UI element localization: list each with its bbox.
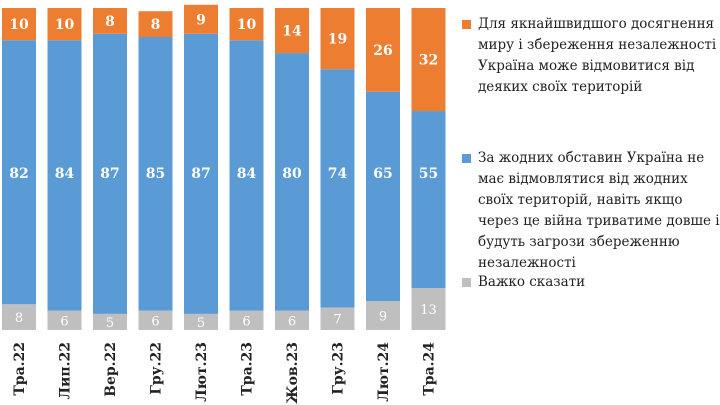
- data-label: 6: [242, 314, 250, 329]
- bar-segment: [366, 91, 400, 302]
- x-tick-label: Тра.24: [422, 342, 438, 396]
- data-label: 5: [197, 316, 205, 331]
- legend-item: Важко сказати: [462, 272, 585, 293]
- legend-swatch: [462, 20, 471, 29]
- bar-group: 5 87 8: [93, 8, 127, 331]
- data-label: 7: [333, 313, 341, 328]
- data-label: 26: [373, 43, 392, 59]
- data-label: 10: [55, 17, 75, 33]
- data-label: 6: [60, 314, 68, 329]
- x-tick-label: Лют.23: [194, 342, 210, 402]
- legend-label-line: має відмовлятися від жодних: [478, 171, 688, 187]
- data-label: 10: [9, 17, 29, 33]
- data-label: 8: [105, 14, 115, 30]
- bar-group: 6 84 10: [47, 8, 82, 330]
- bar-segment: [275, 53, 309, 311]
- bar-segment: [93, 33, 127, 314]
- bar-segment: [138, 11, 173, 37]
- data-label: 8: [15, 311, 23, 326]
- bar-segment: [184, 313, 218, 330]
- bar-group: 6 85 8: [138, 11, 173, 330]
- legend-label-line: Україна може відмовитися від: [478, 58, 695, 74]
- data-label: 74: [328, 166, 348, 182]
- data-label: 80: [282, 166, 302, 182]
- bar-segment: [138, 310, 173, 330]
- x-tick-label: Тра.23: [240, 342, 256, 396]
- bar-group: 8 82 10: [2, 8, 36, 330]
- legend-swatch: [462, 278, 471, 287]
- x-tick-label: Тра.22: [12, 342, 28, 396]
- x-tick-label: Вер.22: [103, 342, 119, 397]
- legend-item: Для якнайшвидшого досягнення миру і збере…: [462, 14, 716, 98]
- legend-label-line: деяких своїх територій: [478, 79, 643, 95]
- legend-label-line: своїх територій, навіть якщо: [478, 192, 683, 208]
- bar-group: 6 80 14: [275, 8, 309, 330]
- bar-segment: [93, 8, 127, 34]
- data-label: 13: [420, 303, 437, 318]
- bar-segment: [320, 307, 355, 330]
- bar-segment: [366, 301, 400, 330]
- bar-segment: [2, 40, 36, 305]
- bar-segment: [411, 288, 446, 330]
- legend-label-line: незалежності: [478, 255, 576, 271]
- bar-segment: [93, 313, 127, 330]
- bar-segment: [411, 111, 446, 289]
- bar-segment: [411, 8, 446, 112]
- bar-group: 13 55 32: [411, 8, 446, 330]
- x-tick-label: Лют.24: [376, 342, 392, 402]
- data-label: 65: [373, 166, 392, 182]
- data-label: 55: [419, 166, 438, 182]
- data-label: 10: [237, 17, 257, 33]
- x-tick-label: Лип.22: [58, 342, 74, 399]
- data-label: 6: [288, 314, 296, 329]
- data-label: 14: [282, 24, 302, 40]
- x-tick-label: Гру.23: [331, 342, 347, 395]
- bar-segment: [2, 304, 36, 330]
- bar-segment: [47, 310, 82, 330]
- data-label: 19: [328, 32, 347, 48]
- bar-group: 7 74 19: [320, 8, 355, 330]
- legend-label-line: будуть загрози збереженню: [478, 234, 680, 250]
- legend-label-line: Важко сказати: [478, 274, 586, 290]
- bar-segment: [275, 8, 309, 54]
- bar-segment: [229, 8, 264, 41]
- bar-segment: [366, 8, 400, 92]
- bar-segment: [320, 69, 355, 308]
- legend-item: За жодних обставин Україна не має відмовл…: [462, 148, 720, 274]
- legend-label-line: миру і збереження незалежності: [478, 37, 717, 53]
- legend-label-line: через це війна триватиме довше і: [478, 213, 720, 229]
- x-tick-label: Гру.22: [149, 342, 165, 395]
- data-label: 9: [196, 12, 206, 28]
- bar-segment: [275, 310, 309, 330]
- data-label: 87: [191, 166, 210, 182]
- bar-segment: [2, 8, 36, 41]
- bar-segment: [47, 40, 82, 311]
- legend-label-line: За жодних обставин Україна не: [478, 150, 705, 166]
- bar-segment: [138, 36, 173, 311]
- bar-segment: [47, 8, 82, 41]
- bar-segment: [229, 310, 264, 330]
- legend-label-line: Для якнайшвидшого досягнення: [478, 16, 715, 32]
- bar-segment: [320, 8, 355, 70]
- data-label: 84: [55, 166, 75, 182]
- data-label: 85: [146, 166, 165, 182]
- bar-segment: [184, 33, 218, 314]
- bar-group: 9 65 26: [366, 8, 400, 330]
- data-label: 32: [419, 53, 438, 69]
- bar-segment: [184, 4, 218, 34]
- x-tick-label: Жов.23: [285, 342, 301, 404]
- bar-group: 6 84 10: [229, 8, 264, 330]
- data-label: 87: [100, 166, 119, 182]
- legend-swatch: [462, 154, 471, 163]
- data-label: 9: [379, 310, 387, 325]
- data-label: 6: [151, 314, 159, 329]
- bar-group: 5 87 9: [184, 4, 218, 331]
- data-label: 82: [9, 166, 28, 182]
- data-label: 8: [151, 17, 161, 33]
- data-label: 5: [106, 316, 114, 331]
- bar-segment: [229, 40, 264, 311]
- data-label: 84: [237, 166, 257, 182]
